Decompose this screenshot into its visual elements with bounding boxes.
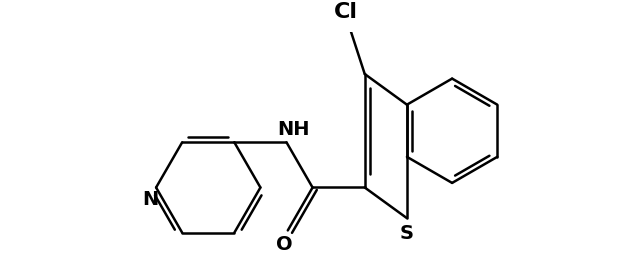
Text: Cl: Cl [334,2,358,22]
Text: O: O [276,235,292,254]
Text: S: S [400,224,414,243]
Text: N: N [143,190,159,209]
Text: NH: NH [277,120,310,139]
